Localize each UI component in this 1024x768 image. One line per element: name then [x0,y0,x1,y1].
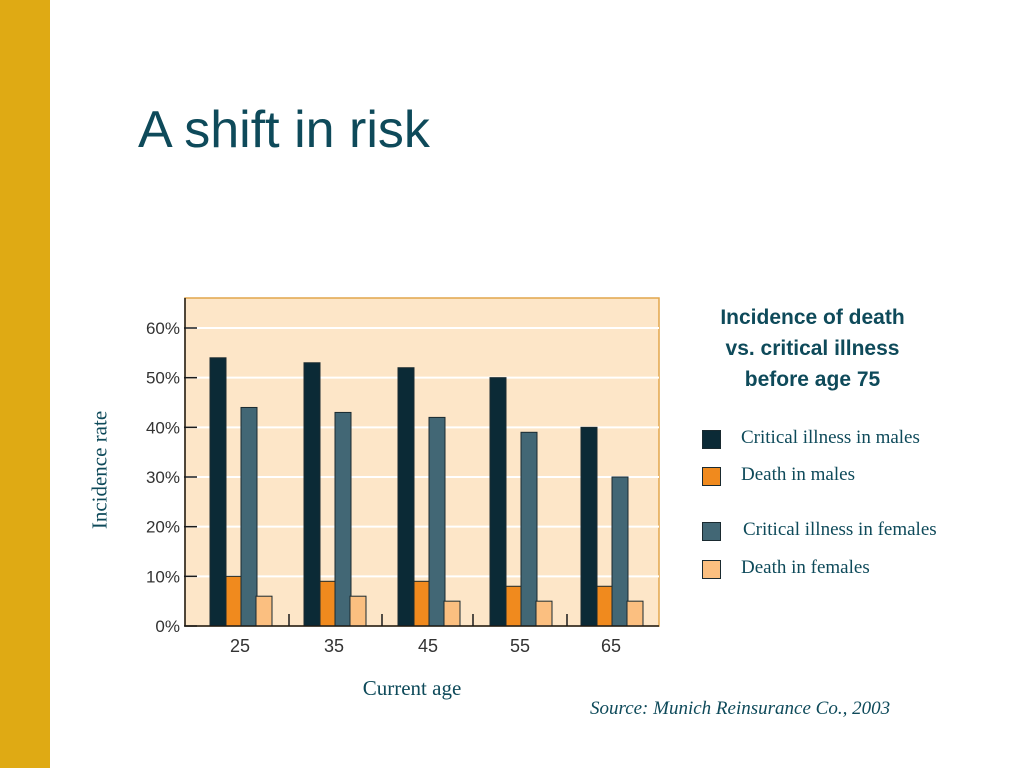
bar-death-in-females-25 [255,595,273,627]
bar-death-in-males-55 [505,585,523,627]
bar-death-in-females-45 [443,600,461,627]
source-citation: Source: Munich Reinsurance Co., 2003 [590,698,891,719]
y-tick-label: 20% [146,518,180,537]
y-tick-label: 10% [146,567,180,586]
legend-label: Death in males [741,464,855,485]
bar-death-in-females-65 [626,600,644,627]
bar-critical-illness-in-males-55 [489,377,507,627]
x-tick-label: 25 [230,636,250,656]
bar-critical-illness-in-females-35 [334,411,352,627]
bar-death-in-females-55 [535,600,553,627]
y-tick-label: 0% [155,617,180,636]
bar-death-in-males-65 [596,585,614,627]
y-axis-label: Incidence rate [87,410,112,530]
y-axis-ticks: 0% 10% 20% 30% 40% 50% 60% [146,319,197,636]
plot-area [184,297,660,627]
x-tick-label: 35 [324,636,344,656]
x-tick-label: 55 [510,636,530,656]
bar-critical-illness-in-females-55 [520,431,538,627]
legend-label: Critical illness in females [743,519,937,540]
bar-critical-illness-in-males-25 [209,357,227,627]
y-tick-label: 50% [146,369,180,388]
y-tick-label: 40% [146,418,180,437]
legend-swatch [702,560,721,579]
legend-swatch [702,522,721,541]
bar-critical-illness-in-males-35 [303,362,321,627]
bar-critical-illness-in-females-65 [611,476,629,627]
bar-death-in-males-25 [225,575,243,627]
chart-heading: Incidence of death vs. critical illness … [720,306,905,391]
bar-critical-illness-in-males-45 [397,367,415,627]
legend-swatch [702,467,721,486]
y-tick-label: 30% [146,468,180,487]
legend-label: Critical illness in males [741,427,920,448]
bar-death-in-females-35 [349,595,367,627]
bar-critical-illness-in-males-65 [580,426,598,627]
bar-death-in-males-45 [413,580,431,627]
legend-swatch [702,430,721,449]
bar-critical-illness-in-females-25 [240,406,258,627]
slide-title: A shift in risk [138,101,430,159]
bar-critical-illness-in-females-45 [428,416,446,627]
x-axis-label: Current age [362,676,462,700]
x-tick-label: 65 [601,636,621,656]
x-tick-label: 45 [418,636,438,656]
gridlines [185,327,659,578]
bar-death-in-males-35 [319,580,337,627]
y-tick-label: 60% [146,319,180,338]
legend-label: Death in females [741,557,870,578]
bars-group [209,357,644,627]
accent-side-bar [0,0,50,768]
x-axis-ticks: 25 35 45 55 65 [230,614,621,656]
